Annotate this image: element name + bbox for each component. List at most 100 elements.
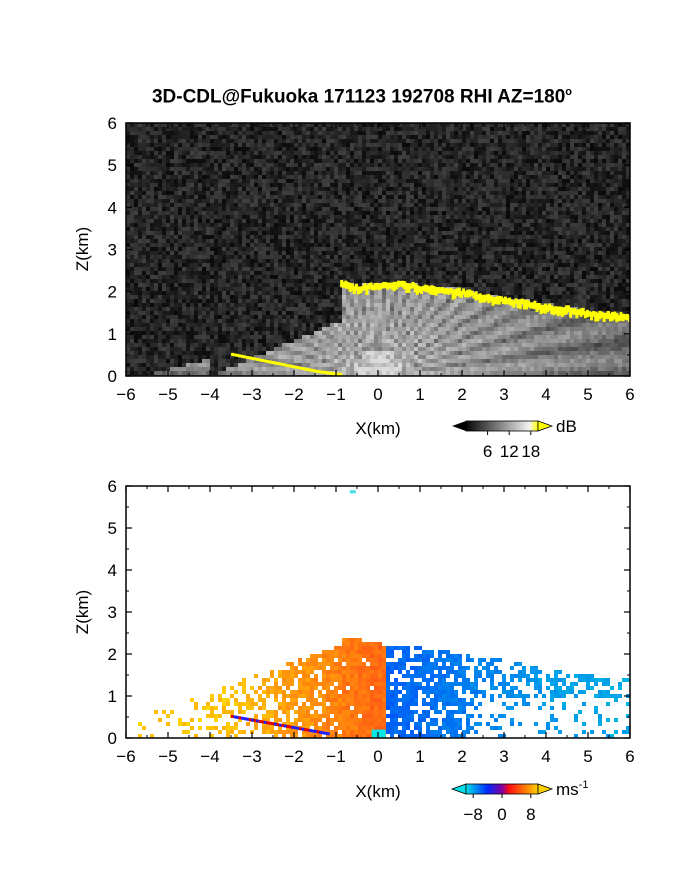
low-level-velocity-streak [304, 728, 308, 732]
cloud-top-strong-echo [592, 311, 596, 317]
cloud-top-strong-echo [428, 286, 432, 294]
low-layer-strong-echo [231, 352, 234, 356]
low-level-velocity-streak [258, 719, 262, 723]
cloud-top-strong-echo [493, 297, 497, 305]
low-layer-strong-echo [331, 372, 335, 376]
low-layer-strong-echo [251, 356, 255, 360]
backscatter-axes: −6 −5 −4 −3 −2 −1 0 1 2 3 4 5 6 0 1 2 3 4 5 6 [108, 114, 635, 404]
backscatter-y-tick-label: 5 [108, 156, 117, 175]
velocity-x-tick-label: 3 [499, 747, 508, 766]
cloud-top-strong-echo [342, 281, 346, 288]
cloud-top-strong-echo [457, 287, 461, 297]
low-layer-strong-echo [336, 372, 340, 376]
low-level-velocity-streak [253, 719, 257, 723]
velocity-x-axis-label: X(km) [355, 782, 400, 801]
backscatter-strong-layer [231, 279, 630, 376]
cloud-top-strong-echo [615, 312, 619, 323]
low-level-velocity-streak [268, 721, 272, 725]
low-layer-strong-echo [276, 362, 280, 366]
low-level-velocity-streak [291, 725, 295, 729]
cloud-top-strong-echo [510, 300, 514, 306]
cloud-top-strong-echo [340, 279, 344, 288]
low-level-velocity-streak [241, 716, 245, 720]
cloud-top-strong-echo [495, 296, 499, 305]
backscatter-colorbar-tick-label: 12 [500, 442, 519, 461]
cloud-top-strong-echo [598, 310, 602, 320]
velocity-y-tick-label: 2 [108, 645, 117, 664]
cloud-top-strong-echo [564, 305, 568, 315]
cloud-top-strong-echo [354, 283, 358, 291]
cloud-top-strong-echo [575, 309, 579, 319]
velocity-axes: −6 −5 −4 −3 −2 −1 0 1 2 3 4 5 6 0 1 2 3 4 5 6 [108, 477, 635, 766]
backscatter-colorbar-ticks: 6 12 18 [483, 431, 540, 461]
backscatter-y-tick-label: 2 [108, 283, 117, 302]
cloud-top-strong-echo [585, 309, 589, 318]
low-layer-strong-echo [304, 367, 308, 371]
cloud-top-strong-echo [388, 282, 392, 289]
low-level-velocity-streak [301, 727, 305, 731]
cloud-top-strong-echo [539, 304, 543, 315]
low-layer-strong-echo [281, 363, 285, 367]
low-level-velocity-streak [321, 731, 325, 735]
backscatter-x-tick-label: 3 [499, 385, 508, 404]
cloud-top-strong-echo [543, 303, 547, 314]
cloud-top-strong-echo [424, 284, 428, 292]
cloud-top-strong-echo [415, 285, 419, 295]
cloud-top-strong-echo [489, 295, 493, 302]
cloud-top-strong-echo [407, 283, 411, 293]
backscatter-x-tick-label: 5 [583, 385, 592, 404]
low-layer-strong-echo [283, 363, 287, 367]
backscatter-colorbar-arrow-left [452, 421, 466, 431]
backscatter-x-axis-label: X(km) [355, 419, 400, 438]
backscatter-x-tick-label: −4 [200, 385, 219, 404]
low-layer-strong-echo [246, 355, 250, 359]
cloud-top-strong-echo [386, 282, 390, 290]
cloud-top-strong-echo [409, 283, 413, 289]
cloud-top-strong-echo [447, 288, 451, 295]
cloud-top-strong-echo [396, 280, 400, 288]
low-layer-strong-echo [329, 371, 333, 375]
low-layer-strong-echo [258, 358, 262, 362]
backscatter-colorbar-unit: dB [556, 417, 577, 436]
low-level-velocity-streak [263, 720, 267, 724]
cloud-top-strong-echo [432, 286, 436, 295]
velocity-y-tick-label: 1 [108, 687, 117, 706]
cloud-top-strong-echo [569, 307, 573, 318]
velocity-y-tick-label: 4 [108, 561, 117, 580]
cloud-top-strong-echo [382, 282, 386, 289]
low-level-velocity-streak [238, 716, 242, 720]
low-layer-strong-echo [286, 364, 290, 368]
low-level-velocity-streak [286, 724, 290, 728]
low-level-velocity-streak [233, 715, 237, 719]
cloud-top-strong-echo [535, 303, 539, 312]
velocity-colorbar-tick-label: 0 [497, 805, 506, 824]
cloud-top-strong-echo [371, 284, 375, 291]
cloud-top-strong-echo [401, 280, 405, 288]
cloud-top-strong-echo [417, 286, 421, 293]
cloud-top-strong-echo [577, 309, 581, 316]
cloud-top-strong-echo [546, 305, 549, 313]
velocity-x-tick-label: 4 [541, 747, 550, 766]
cloud-top-strong-echo [516, 300, 520, 309]
cloud-top-strong-echo [527, 300, 531, 308]
velocity-x-tick-label: −1 [326, 747, 345, 766]
backscatter-y-tick-label: 0 [108, 367, 117, 386]
low-layer-strong-echo [296, 366, 300, 370]
cloud-top-strong-echo [596, 312, 600, 322]
cloud-top-strong-echo [611, 311, 615, 321]
cloud-top-strong-echo [344, 280, 348, 289]
backscatter-x-tick-label: 4 [541, 385, 550, 404]
cloud-top-strong-echo [529, 302, 533, 309]
low-level-velocity-streak [294, 726, 297, 730]
cloud-top-strong-echo [560, 307, 564, 317]
low-layer-strong-echo [256, 357, 260, 361]
backscatter-colorbar-tick-label: 6 [483, 442, 492, 461]
backscatter-x-tick-label: 1 [415, 385, 424, 404]
cloud-top-strong-echo [623, 314, 627, 320]
cloud-top-strong-echo [533, 300, 537, 310]
low-level-velocity-streak [324, 731, 328, 735]
backscatter-colorbar-gradient [465, 420, 539, 432]
near-zero-velocity-patch [371, 729, 386, 738]
cloud-top-strong-echo [403, 281, 407, 290]
